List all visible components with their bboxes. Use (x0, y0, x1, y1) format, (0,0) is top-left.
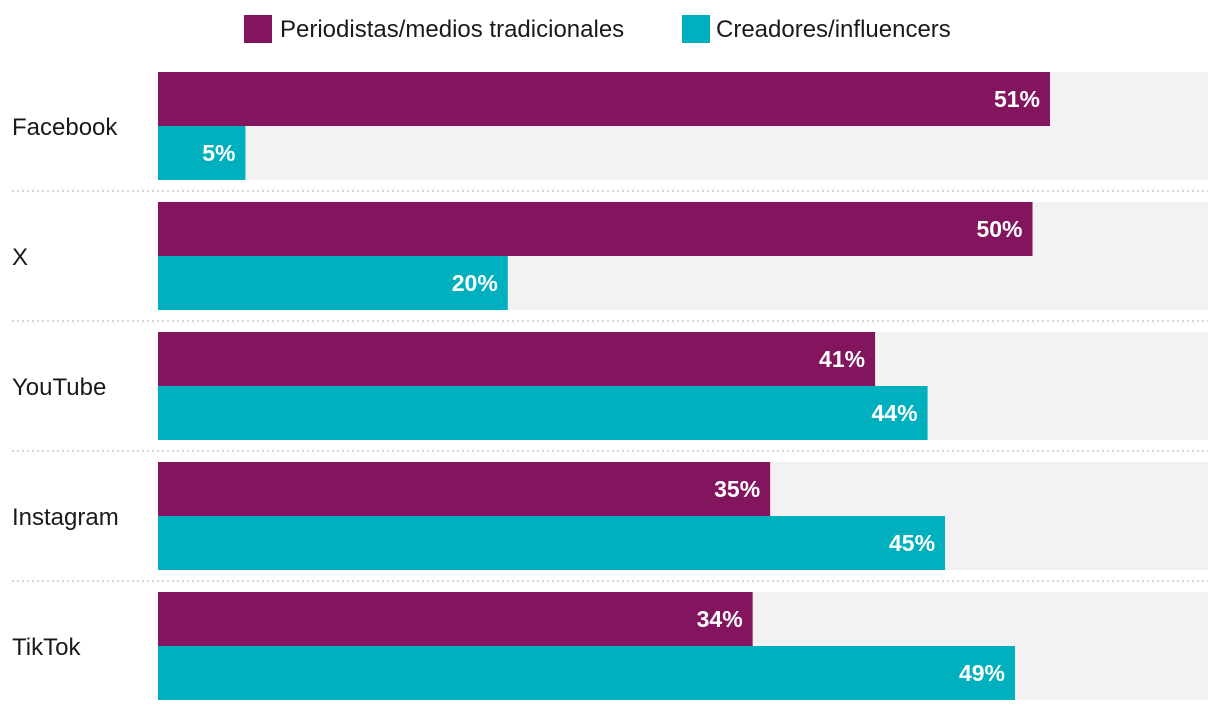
bar-tiktok-creadores (158, 646, 1016, 700)
category-label-instagram: Instagram (12, 504, 119, 531)
category-label-tiktok: TikTok (12, 634, 81, 661)
bar-x-creadores (158, 256, 508, 310)
bar-x-periodistas (158, 202, 1033, 256)
category-label-facebook: Facebook (12, 114, 118, 141)
bar-tiktok-periodistas (158, 592, 753, 646)
legend-swatch-periodistas (244, 15, 272, 43)
category-label-youtube: YouTube (12, 374, 106, 401)
legend: Periodistas/medios tradicionales Creador… (244, 15, 951, 43)
data-label-facebook-periodistas: 51% (994, 86, 1040, 112)
data-label-tiktok-periodistas: 34% (697, 606, 743, 632)
bar-instagram-periodistas (158, 462, 771, 516)
legend-label-periodistas: Periodistas/medios tradicionales (280, 16, 624, 43)
bar-instagram-creadores (158, 516, 946, 570)
data-label-instagram-periodistas: 35% (714, 476, 760, 502)
bar-facebook-creadores (158, 126, 246, 180)
bar-youtube-periodistas (158, 332, 876, 386)
data-label-x-creadores: 20% (452, 270, 498, 296)
legend-label-creadores: Creadores/influencers (716, 16, 951, 43)
bar-track-facebook-creadores (158, 126, 1208, 180)
data-label-youtube-periodistas: 41% (819, 346, 865, 372)
data-label-facebook-creadores: 5% (202, 140, 235, 166)
category-label-x: X (12, 244, 28, 271)
plot-area: Facebook 51% 5% X 50% 20% YouTube 41% 44% Instagr… (12, 72, 1208, 700)
bar-youtube-creadores (158, 386, 928, 440)
bar-facebook-periodistas (158, 72, 1050, 126)
legend-swatch-creadores (682, 15, 710, 43)
data-label-x-periodistas: 50% (976, 216, 1022, 242)
data-label-instagram-creadores: 45% (889, 530, 935, 556)
data-label-tiktok-creadores: 49% (959, 660, 1005, 686)
data-label-youtube-creadores: 44% (872, 400, 918, 426)
